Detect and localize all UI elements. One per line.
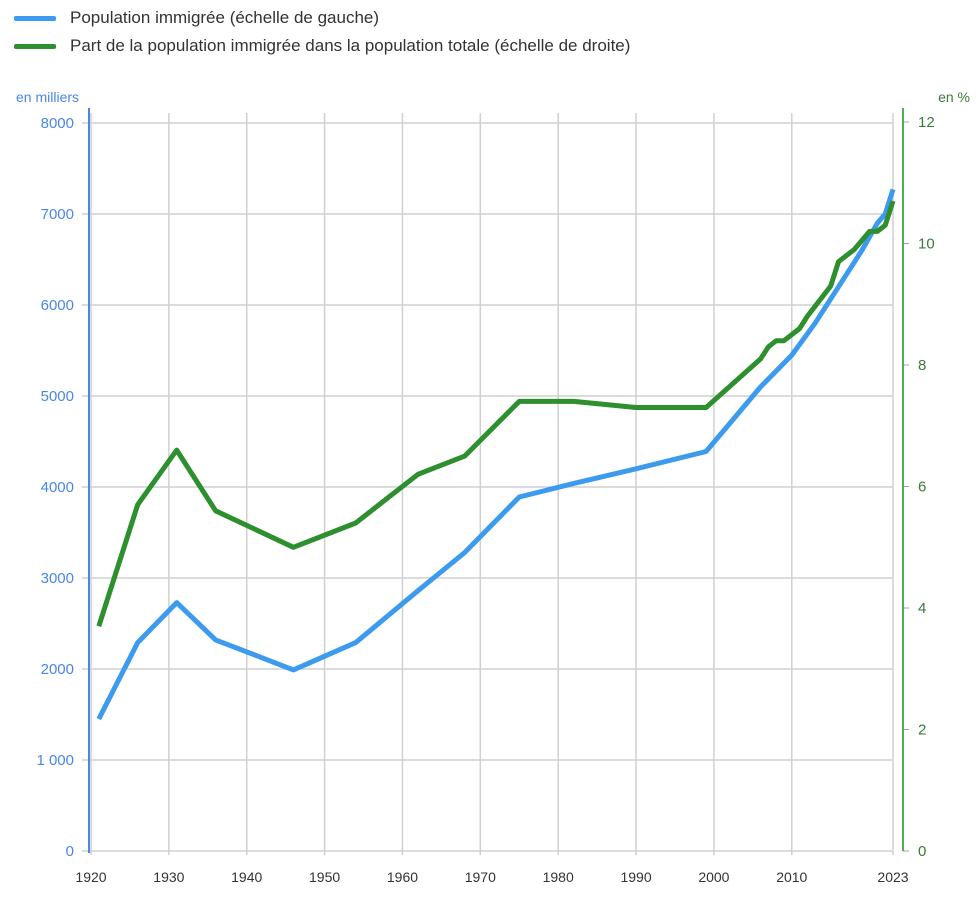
y-right-tick-label: 10	[918, 236, 935, 253]
x-tick-label: 1950	[309, 869, 340, 885]
legend-label-share: Part de la population immigrée dans la p…	[70, 36, 631, 55]
right-axis-unit-label: en %	[938, 89, 970, 105]
x-tick-label: 2000	[698, 869, 729, 885]
y-right-tick-label: 8	[918, 357, 926, 374]
x-tick-label: 1940	[231, 869, 262, 885]
y-left-tick-label: 0	[66, 843, 74, 860]
x-tick-label: 1960	[387, 869, 418, 885]
y-left-tick-label: 4000	[41, 479, 74, 496]
y-left-tick-label: 8000	[41, 115, 74, 132]
y-left-tick-label: 7000	[41, 206, 74, 223]
y-left-tick-label: 1 000	[36, 752, 74, 769]
x-tick-label: 1990	[620, 869, 651, 885]
y-right-tick-label: 0	[918, 843, 926, 860]
y-right-tick-label: 4	[918, 600, 926, 617]
x-tick-label: 1980	[543, 869, 574, 885]
y-left-tick-label: 3000	[41, 570, 74, 587]
series-line-population	[96, 188, 896, 721]
legend-item-share[interactable]: Part de la population immigrée dans la p…	[14, 32, 630, 60]
legend-label-population: Population immigrée (échelle de gauche)	[70, 8, 380, 27]
legend-swatch-green	[14, 43, 56, 49]
y-right-tick-label: 12	[918, 114, 935, 131]
x-tick-label: 1970	[465, 869, 496, 885]
y-right-tick-label: 2	[918, 722, 926, 739]
tick-labels: 1920 1930 1940 1950 1960 1970 1980 1990 2000 2010…	[36, 114, 934, 885]
legend: Population immigrée (échelle de gauche) …	[14, 4, 630, 60]
y-right-tick-label: 6	[918, 479, 926, 496]
x-tick-label: 1930	[153, 869, 184, 885]
y-left-tick-label: 5000	[41, 388, 74, 405]
x-tick-label: 1920	[75, 869, 106, 885]
series-line-share	[96, 200, 896, 627]
left-axis-unit-label: en milliers	[16, 89, 79, 105]
grid	[82, 113, 894, 855]
series-lines	[96, 188, 896, 721]
legend-swatch-blue	[14, 15, 56, 21]
x-tick-label: 2023	[877, 869, 908, 885]
legend-item-population[interactable]: Population immigrée (échelle de gauche)	[14, 4, 630, 32]
y-left-tick-label: 6000	[41, 297, 74, 314]
x-tick-label: 2010	[776, 869, 807, 885]
y-left-tick-label: 2000	[41, 661, 74, 678]
axes	[88, 108, 909, 853]
